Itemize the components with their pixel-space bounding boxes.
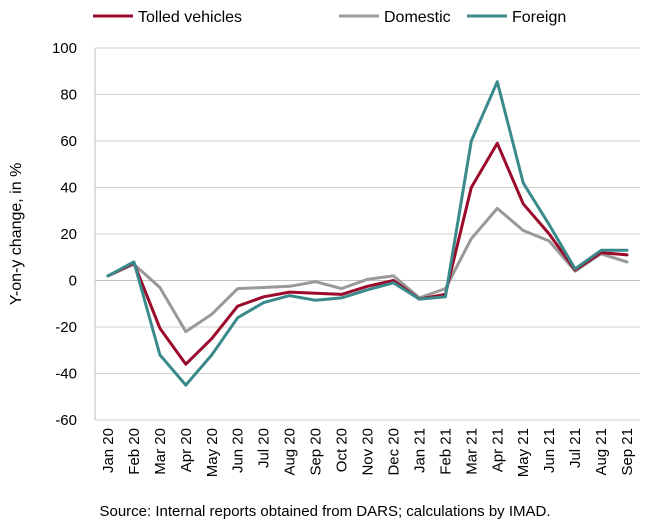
x-tick-label: May 21 (515, 428, 532, 477)
x-tick-label: Jun 21 (541, 428, 558, 473)
x-tick-label: May 20 (204, 428, 221, 477)
x-tick-label: Feb 20 (126, 428, 143, 475)
y-tick-label: 0 (69, 273, 77, 290)
series-line-foreign (106, 80, 629, 387)
y-tick-label: -20 (55, 319, 77, 336)
x-tick-label: Nov 20 (360, 428, 377, 476)
x-tick-label: Mar 21 (463, 428, 480, 475)
y-tick-label: 100 (52, 40, 77, 57)
gridlines (95, 47, 640, 421)
legend-label: Domestic (384, 9, 451, 26)
x-tick-label: Jul 20 (256, 428, 273, 468)
series-line-domestic (106, 206, 629, 334)
x-tick-label: Dec 20 (385, 428, 402, 476)
y-tick-label: 20 (60, 226, 77, 243)
y-tick-label: 80 (60, 87, 77, 104)
x-tick-label: Apr 20 (178, 428, 195, 472)
y-tick-label: 60 (60, 133, 77, 150)
x-tick-label: Sep 21 (619, 428, 636, 476)
y-axis-label: Y-on-y change, in % (8, 163, 25, 306)
y-tick-label: -60 (55, 412, 77, 429)
legend-label: Foreign (512, 9, 566, 26)
x-tick-label: Feb 21 (437, 428, 454, 475)
x-tick-label: Jul 21 (567, 428, 584, 468)
x-tick-labels: Jan 20 Feb 20 Mar 20 Apr 20 May 20 Jun 20 Jul … (100, 428, 636, 477)
x-tick-label: Mar 20 (152, 428, 169, 475)
y-tick-label: -40 (55, 366, 77, 383)
line-chart: -60 -40 -20 0 20 40 60 80 100 Jan 20 Feb 20 Mar 20… (8, 9, 640, 477)
source-note: Source: Internal reports obtained from D… (99, 503, 551, 520)
legend-entry: Tolled vehicles (93, 9, 242, 26)
legend-entry: Foreign (467, 9, 566, 26)
x-tick-label: Jun 20 (230, 428, 247, 473)
legend-label: Tolled vehicles (138, 9, 242, 26)
x-tick-label: Oct 20 (334, 428, 351, 472)
x-tick-label: Aug 20 (282, 428, 299, 476)
y-tick-label: 40 (60, 180, 77, 197)
x-tick-label: Jan 20 (100, 428, 117, 473)
y-tick-labels: -60 -40 -20 0 20 40 60 80 100 (52, 40, 77, 429)
x-tick-label: Sep 20 (308, 428, 325, 476)
series-lines (106, 80, 629, 387)
x-tick-label: Jan 21 (411, 428, 428, 473)
x-tick-label: Apr 21 (489, 428, 506, 472)
series-line-tolled-vehicles (106, 141, 629, 366)
legend: Tolled vehicles Domestic Foreign (93, 9, 566, 26)
legend-entry: Domestic (339, 9, 451, 26)
x-tick-label: Aug 21 (593, 428, 610, 476)
